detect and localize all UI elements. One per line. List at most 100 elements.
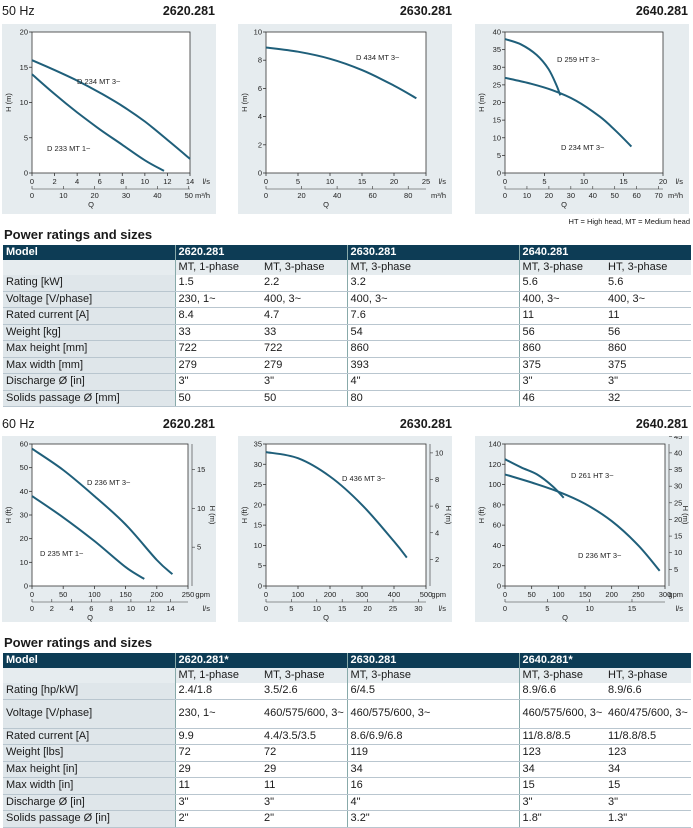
table-row: Voltage [V/phase] 230, 1~ 460/575/600, 3~ 4…	[3, 699, 692, 729]
x2-tick-label: 30	[567, 191, 575, 200]
table-cell: 5.6	[518, 275, 606, 292]
table-cell: 2.2	[261, 275, 348, 292]
table-cell: 9.9	[174, 728, 261, 745]
table-cell: 4.4/3.5/3.5	[261, 728, 348, 745]
y2-tick-label: 5	[197, 543, 201, 552]
y-tick-label: 5	[497, 151, 501, 160]
table-cell: 860	[346, 340, 520, 358]
y-tick-label: 25	[254, 480, 262, 489]
model-title-2620-50: 2620.281	[162, 4, 215, 18]
table-subheader-cell	[3, 260, 175, 275]
y2-tick-label: 45	[674, 436, 682, 441]
series-label: D 434 MT 3~	[356, 53, 400, 62]
y2-axis-label: H (m)	[444, 506, 452, 525]
table-cell: 15	[605, 777, 692, 795]
table-subheader-cell: HT, 3-phase	[605, 260, 692, 275]
x2-tick-label: 30	[414, 604, 422, 613]
y2-tick-label: 10	[674, 548, 682, 557]
x2-tick-label: 40	[333, 191, 341, 200]
table-row: Solids passage Ø [mm] 50 50 80 46 32	[3, 390, 692, 407]
x2-tick-label: 0	[264, 604, 268, 613]
table-subheader-cell: MT, 3-phase	[518, 260, 606, 275]
freq-60hz: 60 Hz	[2, 417, 35, 431]
table-cell: 7.6	[346, 307, 520, 325]
table-header-cell: 2640.281	[518, 245, 692, 260]
x2-tick-label: 12	[147, 604, 155, 613]
table-subheader-cell	[3, 668, 175, 683]
table-cell: 3"	[605, 373, 692, 391]
y-tick-label: 0	[24, 169, 28, 178]
table-subheader-cell: MT, 3-phase	[261, 668, 348, 683]
table-cell: 375	[605, 357, 692, 374]
y-axis-label: H (m)	[4, 93, 13, 112]
table-cell: 56	[605, 324, 692, 341]
table-row: Discharge Ø [in] 3" 3" 4" 3" 3"	[3, 373, 692, 391]
y-axis-label: H (m)	[240, 93, 249, 112]
y2-tick-label: 40	[674, 448, 682, 457]
series-label: D 233 MT 1~	[47, 144, 91, 153]
x-tick-label: 400	[388, 590, 401, 599]
x-tick-label: 10	[141, 177, 149, 186]
y-tick-label: 25	[493, 80, 501, 89]
table-head-row: Model 2620.281* 2630.281 2640.281*	[3, 653, 692, 668]
table-cell: Solids passage Ø [mm]	[3, 390, 175, 407]
x-unit-label: gpm	[195, 590, 210, 599]
chart-2630-60hz: 0 5 10 15 20 25 30 35 0 100 200 300 400 500 gpm 0 5 10 15 2…	[238, 436, 452, 622]
y-axis-label: H (ft)	[477, 506, 486, 523]
x-tick-label: 12	[163, 177, 171, 186]
y2-tick-label: 20	[674, 515, 682, 524]
table-cell: 279	[174, 357, 261, 374]
table-cell: 33	[174, 324, 261, 341]
table-cell: 34	[346, 761, 520, 778]
x2-tick-label: 5	[545, 604, 549, 613]
table-cell: 3"	[518, 794, 606, 811]
table-cell: 8.4	[174, 307, 261, 325]
y-tick-label: 20	[20, 28, 28, 37]
y-tick-label: 60	[493, 521, 501, 530]
table-cell: 123	[518, 744, 606, 762]
x-tick-label: 200	[605, 590, 618, 599]
x-tick-label: 8	[120, 177, 124, 186]
plot-area	[504, 31, 664, 174]
series-label: D 259 HT 3~	[557, 55, 600, 64]
table-subheader-cell: MT, 3-phase	[346, 260, 520, 275]
y-tick-label: 30	[493, 63, 501, 72]
y2-tick-label: 8	[435, 475, 439, 484]
table-cell: Weight [lbs]	[3, 744, 175, 762]
table-row: Max width [in] 11 11 16 15 15	[3, 777, 692, 795]
y-tick-label: 5	[24, 133, 28, 142]
table-cell: 72	[261, 744, 348, 762]
y-tick-label: 100	[488, 480, 501, 489]
y2-tick-label: 4	[435, 528, 439, 537]
y-tick-label: 30	[20, 511, 28, 520]
table-cell: 393	[346, 357, 520, 374]
series-curve	[31, 59, 191, 160]
table-row: Max height [mm] 722 722 860 860 860	[3, 340, 692, 358]
table-cell: 4.7	[261, 307, 348, 325]
x-tick-label: 50	[59, 590, 67, 599]
table-cell: 460/575/600, 3~	[346, 699, 520, 729]
table-cell: 11/8.8/8.5	[605, 728, 692, 745]
table-row: Rated current [A] 8.4 4.7 7.6 11 11	[3, 307, 692, 325]
x-tick-label: 4	[75, 177, 79, 186]
x-unit-label: gpm	[668, 590, 683, 599]
y-tick-label: 20	[493, 98, 501, 107]
table-cell: 400, 3~	[346, 291, 520, 308]
table-cell: 4"	[346, 373, 520, 391]
series-label: D 236 MT 3~	[578, 551, 622, 560]
x-unit-label: l/s	[203, 177, 211, 186]
y-tick-label: 15	[254, 521, 262, 530]
series-curve	[31, 495, 145, 580]
table-subheader-cell: MT, 3-phase	[346, 668, 520, 683]
x-tick-label: 25	[422, 177, 430, 186]
x2-tick-label: 10	[127, 604, 135, 613]
table-cell: 5.6	[605, 275, 692, 292]
table-cell: 460/475/600, 3~	[605, 699, 692, 729]
table-cell: 2.4/1.8	[174, 683, 261, 700]
table-cell: 8.9/6.6	[605, 683, 692, 700]
y-tick-label: 5	[258, 561, 262, 570]
table-cell: 50	[174, 390, 261, 407]
table-cell: 56	[518, 324, 606, 341]
head-legend-note: HT = High head, MT = Medium head	[568, 217, 690, 226]
table-cell: 29	[174, 761, 261, 778]
